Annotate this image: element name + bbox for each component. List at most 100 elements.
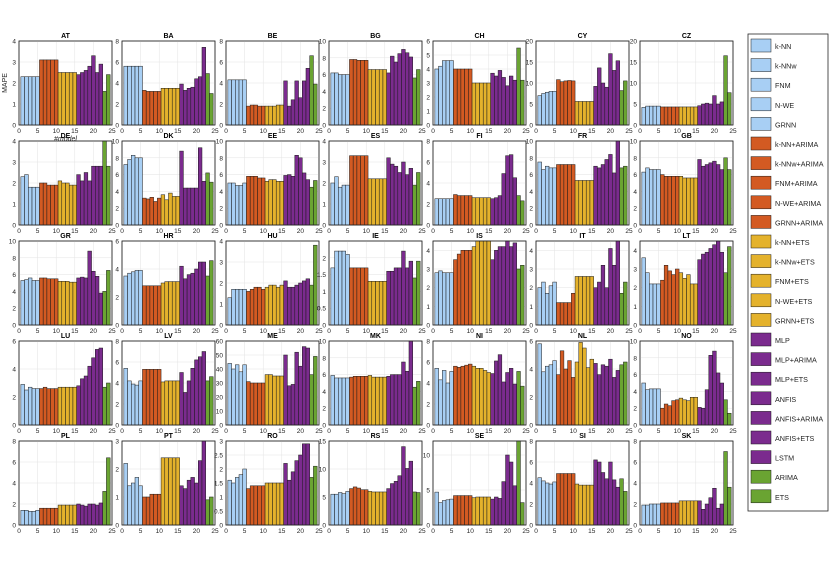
subplot-title: AT xyxy=(61,33,71,40)
axes-frame xyxy=(328,140,423,226)
subplot-IT: 0 1 2 3 4 0 5 10 15 20 25 IT xyxy=(529,233,633,335)
bar-BA-model-19 xyxy=(190,86,195,126)
legend-swatch xyxy=(750,77,772,92)
y-tick-label: 6 xyxy=(322,372,326,379)
y-tick-label: 2 xyxy=(633,406,637,413)
x-tick-label: 25 xyxy=(522,228,530,235)
y-tick-label: 0 xyxy=(633,523,637,530)
x-tick-label: 25 xyxy=(211,328,219,335)
axes-frame xyxy=(121,40,216,126)
y-tick-label: 0 xyxy=(115,423,119,430)
y-tick-label: 4 xyxy=(12,39,16,46)
axes-frame xyxy=(18,240,113,326)
x-tick-label: 25 xyxy=(315,128,323,135)
x-tick-label: 10 xyxy=(53,328,61,335)
subplot-GB: 0 2 4 6 8 10 0 5 10 15 20 25 GB xyxy=(630,133,737,235)
bar-FI-model-24 xyxy=(520,200,525,226)
bar-SE-model-21 xyxy=(509,461,514,526)
x-tick-label: 20 xyxy=(607,228,615,235)
bar-EE-model-4 xyxy=(238,185,243,226)
axes-frame xyxy=(121,140,216,226)
bar-DE-model-22 xyxy=(98,165,103,226)
bar-GR-model-17 xyxy=(80,276,85,326)
bar-IS-model-14 xyxy=(482,240,488,326)
bar-IE-model-4 xyxy=(341,250,346,326)
bar-FR-model-22 xyxy=(615,140,620,226)
bar-BE-model-12 xyxy=(268,105,273,126)
y-tick-label: 0 xyxy=(219,123,223,130)
bar-SK-model-2 xyxy=(645,504,650,526)
subplot-title: NO xyxy=(681,333,692,340)
bar-CH-model-2 xyxy=(438,65,443,126)
legend-label: N-WE+ETS xyxy=(775,297,813,306)
bar-LT-model-12 xyxy=(682,278,687,326)
bar-LV-model-15 xyxy=(175,380,180,426)
x-tick-label: 25 xyxy=(418,328,426,335)
bar-BE-model-19 xyxy=(294,80,299,126)
y-tick-label: 0 xyxy=(322,123,326,130)
bar-IS-model-5 xyxy=(449,272,454,326)
bar-PL-model-14 xyxy=(68,504,74,526)
x-tick-label: 0 xyxy=(224,528,228,535)
bar-SI-model-13 xyxy=(582,484,587,526)
bar-ES-model-5 xyxy=(345,184,350,226)
bar-GB-model-10 xyxy=(675,176,680,226)
bar-SK-model-9 xyxy=(671,502,676,526)
legend-label: k-NNw+ETS xyxy=(775,258,815,267)
x-tick-label: 20 xyxy=(297,228,305,235)
x-tick-label: 5 xyxy=(139,128,143,135)
bar-SK-model-13 xyxy=(686,500,691,526)
bar-PL-model-5 xyxy=(35,510,40,526)
bar-HR-model-4 xyxy=(134,270,139,326)
bar-CH-model-24 xyxy=(520,79,525,126)
subplot-PT: 0 1 2 3 0 5 10 15 20 25 PT xyxy=(115,433,219,535)
subplot-title: RS xyxy=(371,433,381,440)
bar-BE-model-5 xyxy=(242,79,247,126)
y-tick-label: 4 xyxy=(633,248,637,255)
y-tick-label: 2 xyxy=(12,395,16,402)
bar-AT-model-17 xyxy=(80,72,85,126)
bar-PT-model-9 xyxy=(153,493,158,526)
bar-LV-model-7 xyxy=(145,369,151,426)
bar-NO-model-1 xyxy=(641,382,646,426)
bar-GR-model-18 xyxy=(83,277,89,326)
x-tick-label: 15 xyxy=(588,528,596,535)
bar-ES-model-22 xyxy=(408,168,413,226)
bar-MK-model-3 xyxy=(338,377,343,426)
bar-PT-model-11 xyxy=(160,457,166,526)
bar-IS-model-10 xyxy=(468,250,473,326)
legend-label: k-NNw xyxy=(775,62,797,71)
bar-ES-model-10 xyxy=(364,155,369,226)
bar-GB-model-19 xyxy=(708,162,713,226)
bar-NL-model-10 xyxy=(571,377,576,426)
bar-GB-model-9 xyxy=(671,176,676,226)
bar-IE-model-5 xyxy=(345,254,350,326)
bar-GR-model-10 xyxy=(54,278,59,326)
bar-CY-model-17 xyxy=(597,67,602,126)
bar-DK-model-20 xyxy=(194,187,199,226)
subplot-LV: 0 2 4 6 8 0 5 10 15 20 25 LV xyxy=(115,333,219,435)
legend-label: FNM xyxy=(775,81,791,90)
legend-label: GRNN+ARIMA xyxy=(775,218,823,227)
bar-NL-model-17 xyxy=(597,374,602,426)
bar-LV-model-21 xyxy=(198,356,203,426)
bar-NO-model-13 xyxy=(686,400,691,426)
bar-HR-model-22 xyxy=(201,261,206,326)
bar-BA-model-8 xyxy=(149,91,154,126)
bar-DK-model-17 xyxy=(183,187,188,226)
y-tick-label: 1 xyxy=(219,495,223,502)
bar-CZ-model-13 xyxy=(686,106,691,126)
x-tick-label: 15 xyxy=(381,428,389,435)
legend-swatch xyxy=(750,97,772,112)
bar-BG-model-7 xyxy=(352,59,358,126)
bar-IS-model-21 xyxy=(509,246,514,326)
subplot-title: HU xyxy=(267,233,277,240)
x-tick-label: 20 xyxy=(193,128,201,135)
bar-PL-model-1 xyxy=(20,510,25,526)
x-tick-label: 25 xyxy=(522,428,530,435)
x-tick-label: 20 xyxy=(297,428,305,435)
bar-MK-model-24 xyxy=(416,381,421,426)
bar-DE-model-16 xyxy=(76,174,81,226)
legend-swatch xyxy=(750,234,772,249)
